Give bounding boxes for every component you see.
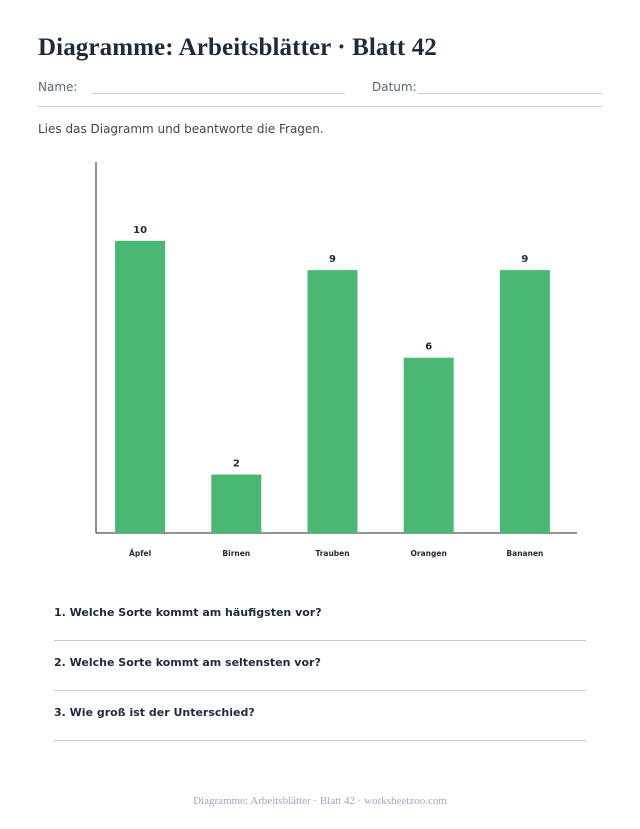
date-label: Datum: bbox=[372, 80, 417, 94]
page-title: Diagramme: Arbeitsblätter · Blatt 42 bbox=[38, 34, 437, 61]
date-line bbox=[418, 93, 602, 94]
value-label-0: 10 bbox=[133, 225, 147, 236]
bar-0 bbox=[115, 240, 166, 533]
bar-chart: 10 Äpfel 2 Birnen 9 Trauben 6 Orangen 9 Bananen bbox=[95, 162, 577, 558]
question-1: 1. Welche Sorte kommt am häufigsten vor? bbox=[54, 606, 322, 619]
category-label-4: Bananen bbox=[506, 549, 543, 558]
answer-line-1[interactable] bbox=[54, 640, 586, 641]
name-label: Name: bbox=[38, 80, 78, 94]
question-3: 3. Wie groß ist der Unterschied? bbox=[54, 706, 255, 719]
category-label-0: Äpfel bbox=[129, 549, 151, 558]
category-label-3: Orangen bbox=[411, 549, 447, 558]
bar-2 bbox=[307, 270, 358, 533]
question-2: 2. Welche Sorte kommt am seltensten vor? bbox=[54, 656, 321, 669]
page-footer: Diagramme: Arbeitsblätter · Blatt 42 · w… bbox=[193, 795, 447, 807]
instruction-text: Lies das Diagramm und beantworte die Fra… bbox=[38, 122, 324, 136]
bar-3 bbox=[403, 357, 454, 533]
bar-1 bbox=[211, 474, 262, 533]
category-label-2: Trauben bbox=[315, 549, 349, 558]
name-line bbox=[92, 93, 345, 94]
answer-line-3[interactable] bbox=[54, 740, 586, 741]
answer-line-2[interactable] bbox=[54, 690, 586, 691]
category-label-1: Birnen bbox=[222, 549, 250, 558]
value-label-4: 9 bbox=[521, 254, 528, 265]
value-label-2: 9 bbox=[329, 254, 336, 265]
header-divider bbox=[38, 106, 602, 107]
bar-4 bbox=[499, 270, 550, 533]
value-label-1: 2 bbox=[233, 459, 240, 470]
value-label-3: 6 bbox=[425, 342, 432, 353]
